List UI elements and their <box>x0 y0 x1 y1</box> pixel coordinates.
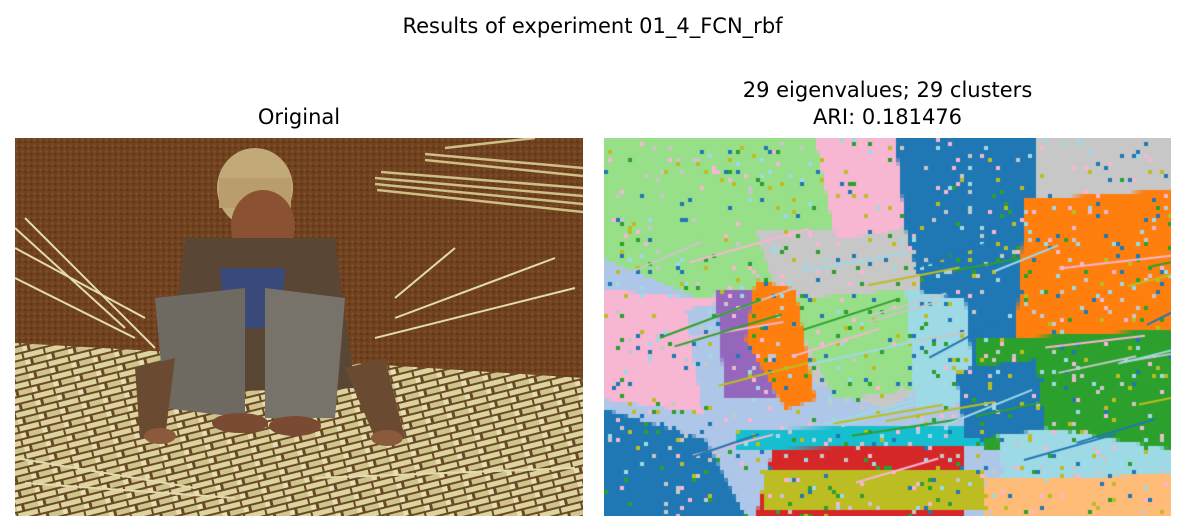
segmentation-canvas <box>604 138 1171 516</box>
segmentation-title-line-1: 29 eigenvalues; 29 clusters <box>742 78 1033 102</box>
original-panel-title: Original <box>257 105 341 129</box>
segmentation-title-line-2: ARI: 0.181476 <box>812 105 963 129</box>
segmentation-map <box>604 138 1171 516</box>
original-photo-illustration <box>15 138 583 516</box>
original-photo <box>15 138 583 516</box>
figure-suptitle: Results of experiment 01_4_FCN_rbf <box>402 14 783 38</box>
man-figure <box>135 148 405 446</box>
